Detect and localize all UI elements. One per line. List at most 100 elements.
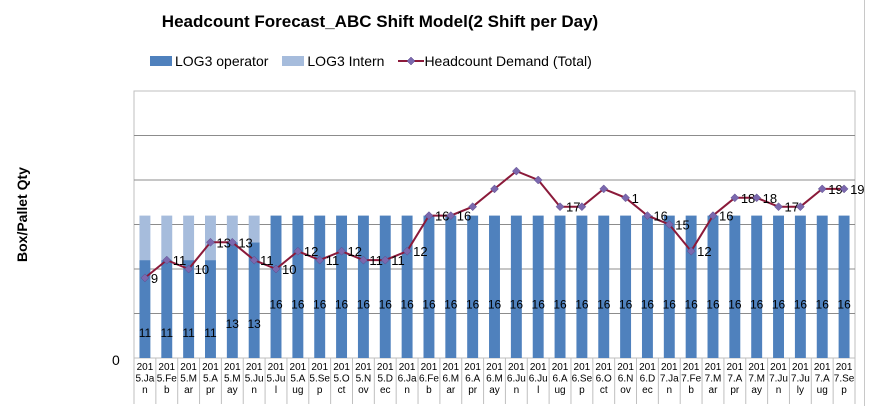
data-label-demand: 16 bbox=[457, 209, 471, 224]
category-label: p bbox=[579, 385, 585, 396]
bar-operator bbox=[532, 215, 544, 358]
category-label: ug bbox=[817, 385, 828, 396]
category-label: 201 bbox=[705, 362, 722, 373]
data-label-operator: 16 bbox=[422, 298, 436, 312]
data-label-demand: 19 bbox=[828, 182, 842, 197]
category-label: 201 bbox=[421, 362, 438, 373]
demand-marker bbox=[337, 246, 346, 256]
data-label-operator: 13 bbox=[226, 317, 240, 331]
category-label: 5.O bbox=[333, 374, 349, 385]
category-label: 7.A bbox=[727, 374, 742, 385]
category-label: 201 bbox=[770, 362, 787, 373]
data-label-demand: 12 bbox=[697, 244, 711, 259]
bar-operator bbox=[292, 215, 304, 358]
demand-marker bbox=[380, 255, 390, 265]
bar-intern bbox=[161, 215, 173, 261]
bar-operator bbox=[773, 215, 784, 358]
category-label: 5.M bbox=[224, 374, 241, 385]
category-label: ct bbox=[338, 385, 346, 396]
category-label: 7.A bbox=[815, 374, 830, 385]
category-label: 201 bbox=[574, 362, 591, 373]
category-label: 5.D bbox=[377, 374, 393, 385]
demand-marker bbox=[402, 246, 412, 256]
legend-label-demand: Headcount Demand (Total) bbox=[424, 53, 592, 69]
category-label: l bbox=[275, 385, 277, 396]
category-label: 5.Ja bbox=[135, 374, 154, 385]
category-label: 201 bbox=[137, 362, 154, 373]
demand-marker bbox=[424, 211, 434, 220]
category-label: 201 bbox=[224, 362, 241, 373]
demand-marker bbox=[359, 255, 368, 265]
data-label-operator: 16 bbox=[772, 298, 786, 312]
category-label: 5.Ju bbox=[267, 374, 286, 385]
demand-marker bbox=[664, 220, 674, 229]
category-label: n bbox=[142, 385, 148, 396]
chart-legend: LOG3 operator LOG3 Intern Headcount Dema… bbox=[150, 53, 606, 69]
data-label-demand: 16 bbox=[653, 209, 667, 224]
category-label: 7.Ju bbox=[769, 374, 788, 385]
category-label: 5.Ju bbox=[245, 374, 264, 385]
data-label-operator: 16 bbox=[532, 298, 546, 312]
bar-operator bbox=[139, 260, 151, 358]
data-label-demand: 12 bbox=[413, 244, 427, 259]
bar-operator bbox=[357, 215, 369, 358]
data-label-demand: 11 bbox=[391, 253, 405, 268]
category-label: 5.Fe bbox=[157, 374, 177, 385]
category-label: 7.Ju bbox=[791, 374, 810, 385]
category-label: 201 bbox=[639, 362, 656, 373]
category-label: 6.A bbox=[465, 374, 480, 385]
demand-marker bbox=[708, 211, 718, 220]
data-label-demand: 12 bbox=[304, 244, 318, 259]
data-label-demand: 10 bbox=[282, 262, 296, 277]
category-label: 201 bbox=[617, 362, 634, 373]
category-label: ay bbox=[489, 385, 500, 396]
category-label: ov bbox=[358, 385, 369, 396]
bar-operator bbox=[489, 215, 500, 358]
category-label: 7.Ja bbox=[660, 374, 679, 385]
category-label: p bbox=[841, 385, 847, 396]
data-label-demand: 17 bbox=[566, 200, 580, 215]
demand-marker bbox=[774, 202, 783, 212]
data-label-operator: 11 bbox=[161, 326, 174, 340]
category-label: b bbox=[426, 385, 432, 396]
bar-operator bbox=[598, 215, 610, 358]
data-label-operator: 16 bbox=[575, 298, 589, 312]
category-label: ar bbox=[184, 385, 194, 396]
bar-operator bbox=[663, 215, 675, 358]
category-label: 201 bbox=[399, 362, 416, 373]
data-label-operator: 11 bbox=[182, 326, 195, 340]
category-label: 6.N bbox=[618, 374, 634, 385]
bar-operator bbox=[620, 215, 632, 358]
category-label: 201 bbox=[268, 362, 285, 373]
data-label-operator: 16 bbox=[728, 298, 742, 312]
category-label: 7.M bbox=[748, 374, 765, 385]
category-label: b bbox=[164, 385, 170, 396]
data-label-operator: 16 bbox=[597, 298, 611, 312]
legend-label-intern: LOG3 Intern bbox=[307, 53, 385, 69]
category-label: 201 bbox=[202, 362, 219, 373]
data-label-demand: 19 bbox=[850, 182, 864, 197]
data-label-demand: 18 bbox=[763, 191, 777, 206]
bar-operator bbox=[445, 215, 457, 358]
category-label: 201 bbox=[814, 362, 831, 373]
demand-marker bbox=[511, 166, 521, 176]
category-label: n bbox=[514, 385, 520, 396]
category-label: 6.Ju bbox=[507, 374, 526, 385]
bar-operator bbox=[336, 215, 348, 358]
category-label: 201 bbox=[442, 362, 459, 373]
category-label: n bbox=[404, 385, 410, 396]
data-label-operator: 16 bbox=[379, 298, 393, 312]
demand-marker bbox=[271, 264, 281, 274]
data-label-demand: 11 bbox=[260, 253, 274, 268]
legend-item-operator: LOG3 operator bbox=[150, 53, 268, 69]
bar-operator bbox=[729, 215, 741, 358]
category-label: pr bbox=[730, 385, 740, 396]
bar-intern bbox=[139, 215, 151, 261]
data-label-demand: 16 bbox=[719, 209, 733, 224]
demand-marker bbox=[533, 175, 543, 185]
data-label-demand: 1 bbox=[632, 191, 639, 206]
category-label: ay bbox=[751, 385, 762, 396]
data-label-demand: 11 bbox=[326, 253, 340, 268]
